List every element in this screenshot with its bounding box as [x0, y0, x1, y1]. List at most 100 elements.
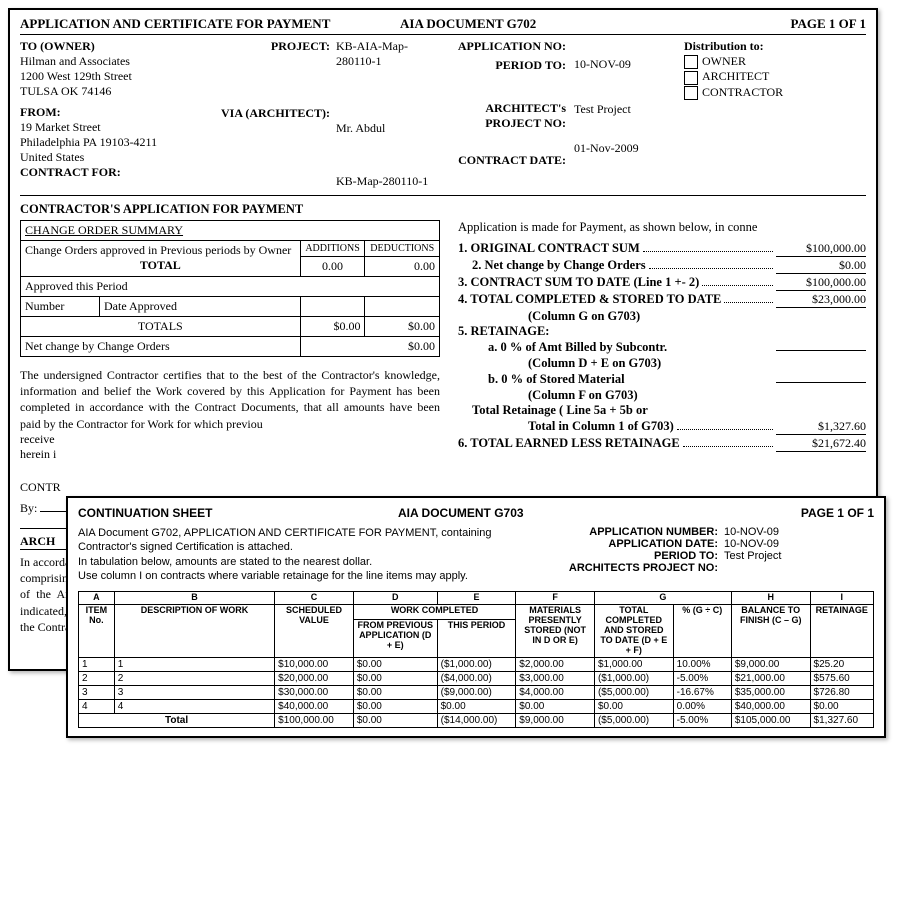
l2-amt: $0.00	[776, 258, 866, 274]
contract-date-label: CONTRACT DATE:	[446, 153, 566, 168]
table-row: 33$30,000.00$0.00($9,000.00)$4,000.00($5…	[79, 685, 874, 699]
arch-proj-label: ARCHITECT's PROJECT NO:	[446, 101, 566, 131]
via-value: Mr. Abdul	[336, 121, 446, 136]
g703-table: A B C D E F G H I ITEM No. DESCRIPTION O…	[78, 591, 874, 727]
g703-desc3: Use column I on contracts where variable…	[78, 569, 538, 583]
l2-label: 2. Net change by Change Orders	[458, 258, 646, 273]
table-row: 11$10,000.00$0.00($1,000.00)$2,000.00$1,…	[79, 657, 874, 671]
g703-period-to: Test Project	[724, 550, 874, 562]
arch-proj-value: Test Project	[574, 102, 684, 117]
receive-line: receive	[20, 432, 440, 447]
table-row: 44$40,000.00$0.00$0.00$0.00$0.000.00%$40…	[79, 699, 874, 713]
cos-totals-ded: $0.00	[365, 317, 440, 337]
table-cell: ($1,000.00)	[594, 671, 673, 685]
checkbox-architect[interactable]	[684, 71, 698, 85]
table-cell: 3	[79, 685, 115, 699]
dist-to-label: Distribution to:	[684, 39, 866, 54]
from-line1: 19 Market Street	[20, 120, 210, 135]
g703-app-num-label: APPLICATION NUMBER:	[538, 526, 724, 538]
table-cell: $2,000.00	[516, 657, 595, 671]
table-cell: $40,000.00	[731, 699, 810, 713]
table-cell: 3	[114, 685, 274, 699]
l6-amt: $21,672.40	[776, 436, 866, 452]
g703-title: CONTINUATION SHEET	[78, 506, 398, 520]
table-cell: 0.00%	[673, 699, 731, 713]
from-line3: United States	[20, 150, 210, 165]
g702-header: TO (OWNER) Hilman and Associates 1200 We…	[20, 35, 866, 196]
cos-net-val: $0.00	[300, 337, 439, 357]
l1-amt: $100,000.00	[776, 241, 866, 257]
g703-app-date: 10-NOV-09	[724, 538, 874, 550]
cos-ded-val: 0.00	[365, 257, 440, 277]
table-cell: $0.00	[437, 699, 516, 713]
l5a-sub: (Column D + E on G703)	[458, 356, 866, 371]
table-cell: $25.20	[810, 657, 873, 671]
l5b-label: b. 0 % of Stored Material	[458, 372, 625, 387]
table-cell: 4	[79, 699, 115, 713]
col-g: G	[594, 592, 731, 605]
total-sv: $100,000.00	[275, 713, 354, 727]
col-c: C	[275, 592, 354, 605]
table-cell: ($5,000.00)	[594, 685, 673, 699]
app-no-label: APPLICATION NO:	[446, 39, 566, 54]
col-a: A	[79, 592, 115, 605]
g703-arch-proj	[724, 562, 874, 574]
col-d: D	[353, 592, 437, 605]
cert-paragraph: The undersigned Contractor certifies tha…	[20, 367, 440, 432]
table-cell: $0.00	[353, 657, 437, 671]
to-owner-label: TO (OWNER)	[20, 39, 210, 54]
g702-title: APPLICATION AND CERTIFICATE FOR PAYMENT	[20, 16, 400, 32]
table-cell: $35,000.00	[731, 685, 810, 699]
cos-total-label: TOTAL	[25, 258, 296, 273]
l5a-label: a. 0 % of Amt Billed by Subcontr.	[458, 340, 667, 355]
cos-deductions-hdr: DEDUCTIONS	[365, 241, 440, 257]
total-tp: ($14,000.00)	[437, 713, 516, 727]
app-made-text: Application is made for Payment, as show…	[458, 220, 866, 235]
period-to-label: PERIOD TO:	[446, 58, 566, 73]
cos-additions-hdr: ADDITIONS	[300, 241, 365, 257]
checkbox-owner[interactable]	[684, 55, 698, 69]
col-this-period: THIS PERIOD	[437, 619, 516, 657]
table-cell: $0.00	[353, 685, 437, 699]
table-cell: $0.00	[353, 671, 437, 685]
table-cell: $0.00	[810, 699, 873, 713]
cos-approved-period: Approved this Period	[21, 277, 440, 297]
l3-amt: $100,000.00	[776, 275, 866, 291]
total-p: -5.00%	[673, 713, 731, 727]
col-from-prev: FROM PREVIOUS APPLICATION (D + E)	[353, 619, 437, 657]
table-cell: $3,000.00	[516, 671, 595, 685]
col-total: TOTAL COMPLETED AND STORED TO DATE (D + …	[594, 605, 673, 657]
col-balance: BALANCE TO FINISH (C – G)	[731, 605, 810, 657]
owner-name: Hilman and Associates	[20, 54, 210, 69]
g702-page-num: PAGE 1 OF 1	[746, 16, 866, 32]
g703-page-num: PAGE 1 OF 1	[754, 506, 874, 520]
col-sched: SCHEDULED VALUE	[275, 605, 354, 657]
table-cell: ($1,000.00)	[437, 657, 516, 671]
g703-app-date-label: APPLICATION DATE:	[538, 538, 724, 550]
owner-line2: TULSA OK 74146	[20, 84, 210, 99]
total-label: Total	[79, 713, 275, 727]
dist-contractor: CONTRACTOR	[702, 85, 783, 99]
col-retain: RETAINAGE	[810, 605, 873, 657]
table-cell: 4	[114, 699, 274, 713]
table-cell: 2	[79, 671, 115, 685]
checkbox-contractor[interactable]	[684, 86, 698, 100]
dist-owner: OWNER	[702, 54, 746, 68]
col-pct: % (G ÷ C)	[673, 605, 731, 657]
total-m: $9,000.00	[516, 713, 595, 727]
table-cell: 2	[114, 671, 274, 685]
g703-desc-row: AIA Document G702, APPLICATION AND CERTI…	[78, 526, 874, 583]
table-cell: $20,000.00	[275, 671, 354, 685]
cos-net-change-label: Net change by Change Orders	[21, 337, 301, 357]
cos-number-hdr: Number	[21, 297, 100, 317]
from-line2: Philadelphia PA 19103-4211	[20, 135, 210, 150]
contract-date-value: 01-Nov-2009	[574, 141, 684, 156]
table-cell: $1,000.00	[594, 657, 673, 671]
dist-architect: ARCHITECT	[702, 69, 769, 83]
table-cell: -5.00%	[673, 671, 731, 685]
g703-page: CONTINUATION SHEET AIA DOCUMENT G703 PAG…	[66, 496, 886, 738]
l5-total2: Total in Column 1 of G703)	[458, 419, 674, 434]
g703-arch-proj-label: ARCHITECTS PROJECT NO:	[538, 562, 724, 574]
col-i: I	[810, 592, 873, 605]
contract-for-value: KB-Map-280110-1	[336, 174, 446, 189]
